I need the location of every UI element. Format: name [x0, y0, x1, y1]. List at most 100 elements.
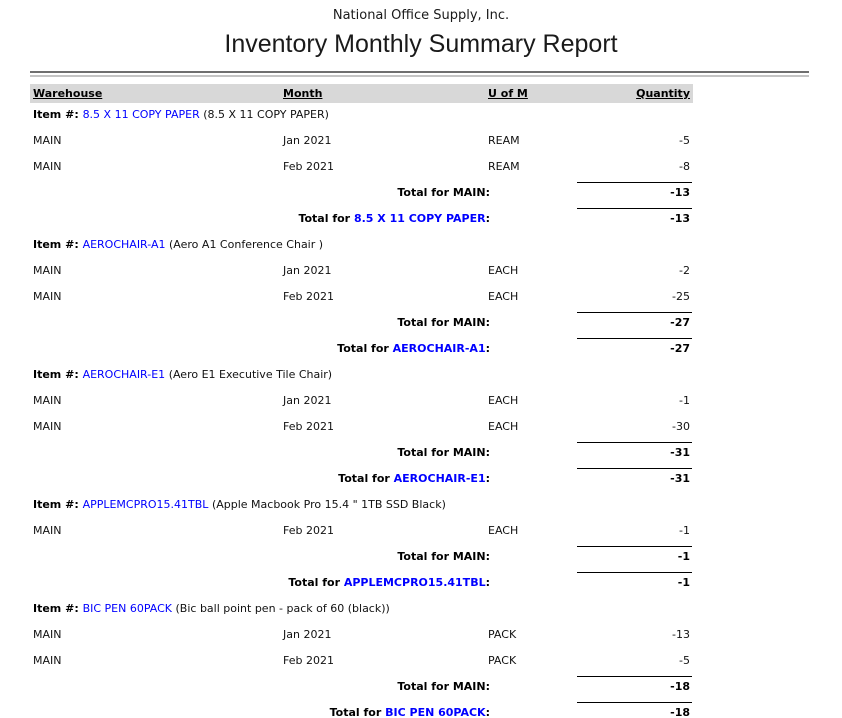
quantity-cell: -30	[672, 420, 690, 433]
item-total-suffix: :	[485, 212, 490, 225]
quantity-cell: -1	[679, 394, 690, 407]
total-overline	[577, 182, 692, 183]
total-overline	[577, 442, 692, 443]
total-overline	[577, 338, 692, 339]
total-overline	[577, 312, 692, 313]
item-total-row: Total for APPLEMCPRO15.41TBL: -1	[30, 572, 693, 598]
table-row: MAIN Jan 2021 PACK -13	[30, 624, 693, 650]
item-total-suffix: :	[485, 706, 490, 718]
quantity-cell: -5	[679, 134, 690, 147]
month-cell: Feb 2021	[283, 524, 334, 537]
report-body: Item #: 8.5 X 11 COPY PAPER (8.5 X 11 CO…	[30, 104, 693, 718]
quantity-cell: -13	[672, 628, 690, 641]
table-row: MAIN Feb 2021 EACH -30	[30, 416, 693, 442]
warehouse-cell: MAIN	[33, 264, 62, 277]
warehouse-total-row: Total for MAIN: -18	[30, 676, 693, 702]
warehouse-cell: MAIN	[33, 628, 62, 641]
item-total-prefix: Total for	[298, 212, 354, 225]
month-cell: Jan 2021	[283, 394, 332, 407]
warehouse-total-label: Total for MAIN:	[397, 550, 490, 563]
column-header-warehouse: Warehouse	[33, 87, 103, 100]
warehouse-total-label: Total for MAIN:	[397, 446, 490, 459]
item-header-text: Item #: AEROCHAIR-E1 (Aero E1 Executive …	[33, 368, 332, 381]
item-code-link[interactable]: AEROCHAIR-A1	[392, 342, 486, 355]
warehouse-total-value: -18	[670, 680, 690, 693]
month-cell: Jan 2021	[283, 264, 332, 277]
item-description: (Aero A1 Conference Chair )	[169, 238, 324, 251]
table-row: MAIN Feb 2021 PACK -5	[30, 650, 693, 676]
item-description: (Aero E1 Executive Tile Chair)	[168, 368, 333, 381]
item-code-link[interactable]: BIC PEN 60PACK	[82, 602, 172, 615]
item-header-text: Item #: AEROCHAIR-A1 (Aero A1 Conference…	[33, 238, 323, 251]
item-total-suffix: :	[485, 342, 490, 355]
table-row: MAIN Jan 2021 REAM -5	[30, 130, 693, 156]
item-header-text: Item #: 8.5 X 11 COPY PAPER (8.5 X 11 CO…	[33, 108, 329, 121]
warehouse-total-value: -31	[670, 446, 690, 459]
month-cell: Feb 2021	[283, 160, 334, 173]
item-header-row: Item #: BIC PEN 60PACK (Bic ball point p…	[30, 598, 693, 624]
item-code-link[interactable]: AEROCHAIR-E1	[82, 368, 166, 381]
column-header-month: Month	[283, 87, 323, 100]
month-cell: Jan 2021	[283, 628, 332, 641]
table-row: MAIN Jan 2021 EACH -2	[30, 260, 693, 286]
page-title: Inventory Monthly Summary Report	[224, 30, 618, 58]
total-overline	[577, 676, 692, 677]
quantity-cell: -2	[679, 264, 690, 277]
month-cell: Feb 2021	[283, 654, 334, 667]
warehouse-cell: MAIN	[33, 654, 62, 667]
quantity-cell: -25	[672, 290, 690, 303]
item-total-value: -27	[670, 342, 690, 355]
item-code-link[interactable]: AEROCHAIR-A1	[82, 238, 166, 251]
item-number-label: Item #:	[33, 368, 83, 381]
warehouse-total-label: Total for MAIN:	[397, 186, 490, 199]
item-description: (Bic ball point pen - pack of 60 (black)…	[175, 602, 390, 615]
uom-cell: EACH	[488, 264, 519, 277]
total-overline	[577, 702, 692, 703]
warehouse-total-row: Total for MAIN: -13	[30, 182, 693, 208]
item-number-label: Item #:	[33, 602, 83, 615]
warehouse-cell: MAIN	[33, 290, 62, 303]
company-name: National Office Supply, Inc.	[332, 8, 510, 23]
item-total-row: Total for AEROCHAIR-E1: -31	[30, 468, 693, 494]
item-code-link[interactable]: APPLEMCPRO15.41TBL	[82, 498, 209, 511]
item-total-label: Total for AEROCHAIR-E1:	[30, 472, 490, 485]
item-total-prefix: Total for	[338, 472, 394, 485]
item-total-row: Total for BIC PEN 60PACK: -18	[30, 702, 693, 718]
column-header-uofm: U of M	[488, 87, 528, 100]
item-header-row: Item #: 8.5 X 11 COPY PAPER (8.5 X 11 CO…	[30, 104, 693, 130]
uom-cell: PACK	[488, 628, 517, 641]
warehouse-total-row: Total for MAIN: -1	[30, 546, 693, 572]
item-total-suffix: :	[485, 576, 490, 589]
item-total-label: Total for APPLEMCPRO15.41TBL:	[30, 576, 490, 589]
item-code-link[interactable]: 8.5 X 11 COPY PAPER	[82, 108, 200, 121]
warehouse-total-label: Total for MAIN:	[397, 316, 490, 329]
item-total-value: -31	[670, 472, 690, 485]
table-row: MAIN Feb 2021 EACH -25	[30, 286, 693, 312]
quantity-cell: -5	[679, 654, 690, 667]
uom-cell: PACK	[488, 654, 517, 667]
warehouse-cell: MAIN	[33, 134, 62, 147]
header-rule-light	[30, 75, 809, 77]
warehouse-total-row: Total for MAIN: -31	[30, 442, 693, 468]
month-cell: Jan 2021	[283, 134, 332, 147]
item-code-link[interactable]: BIC PEN 60PACK	[385, 706, 486, 718]
total-overline	[577, 468, 692, 469]
item-header-row: Item #: AEROCHAIR-E1 (Aero E1 Executive …	[30, 364, 693, 390]
item-description: (Apple Macbook Pro 15.4 " 1TB SSD Black)	[211, 498, 446, 511]
quantity-cell: -1	[679, 524, 690, 537]
uom-cell: REAM	[488, 134, 520, 147]
header-rule-dark	[30, 71, 809, 73]
warehouse-cell: MAIN	[33, 394, 62, 407]
item-code-link[interactable]: 8.5 X 11 COPY PAPER	[353, 212, 486, 225]
uom-cell: REAM	[488, 160, 520, 173]
item-description: (8.5 X 11 COPY PAPER)	[203, 108, 329, 121]
warehouse-cell: MAIN	[33, 524, 62, 537]
item-code-link[interactable]: AEROCHAIR-E1	[393, 472, 486, 485]
item-number-label: Item #:	[33, 108, 83, 121]
uom-cell: EACH	[488, 394, 519, 407]
item-number-label: Item #:	[33, 498, 83, 511]
month-cell: Feb 2021	[283, 420, 334, 433]
column-header-quantity: Quantity	[636, 87, 690, 100]
item-code-link[interactable]: APPLEMCPRO15.41TBL	[343, 576, 486, 589]
